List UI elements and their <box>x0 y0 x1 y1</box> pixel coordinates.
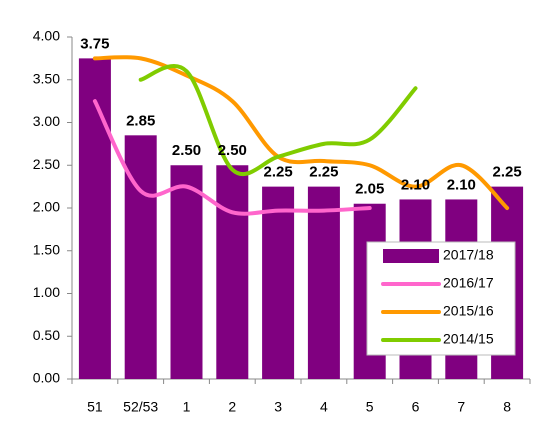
legend-label: 2016/17 <box>443 275 494 291</box>
value-label: 2.10 <box>401 176 430 193</box>
y-tick-label: 1.50 <box>33 241 60 257</box>
bar <box>262 186 295 379</box>
line <box>92 99 372 216</box>
line <box>138 64 418 177</box>
legend: 2017/18 2016/17 2015/16 2014/15 <box>366 241 516 356</box>
line <box>92 55 510 210</box>
value-label: 2.05 <box>355 181 384 198</box>
bar <box>216 165 249 379</box>
legend-label: 2014/15 <box>443 331 494 347</box>
y-tick-label: 3.00 <box>33 113 60 129</box>
legend-label: 2017/18 <box>443 247 494 263</box>
x-tick-label: 3 <box>274 399 282 415</box>
bar <box>307 186 340 379</box>
x-tick-label: 5 <box>366 399 374 415</box>
y-tick-label: 2.50 <box>33 156 60 172</box>
x-tick-label: 52/53 <box>123 399 158 415</box>
y-tick-label: 3.50 <box>33 70 60 86</box>
value-label: 2.25 <box>263 164 292 181</box>
x-tick-label: 7 <box>457 399 465 415</box>
x-tick-label: 8 <box>503 399 511 415</box>
y-tick-label: 1.00 <box>33 284 60 300</box>
y-tick-label: 0.00 <box>33 370 60 386</box>
value-label: 2.50 <box>172 142 201 159</box>
bar <box>78 58 111 379</box>
value-label: 2.85 <box>126 112 155 129</box>
legend-label: 2015/16 <box>443 303 494 319</box>
x-tick-label: 1 <box>183 399 191 415</box>
legend-swatch <box>383 249 439 263</box>
x-tick-label: 4 <box>320 399 328 415</box>
value-label: 3.75 <box>80 35 109 52</box>
y-tick-label: 0.50 <box>33 327 60 343</box>
x-tick-label: 6 <box>412 399 420 415</box>
x-tick-label: 2 <box>228 399 236 415</box>
value-label: 2.25 <box>309 164 338 181</box>
x-tick-label: 51 <box>87 399 103 415</box>
value-label: 2.25 <box>492 164 521 181</box>
bar <box>170 165 203 379</box>
value-label: 2.10 <box>447 176 476 193</box>
value-label: 2.50 <box>218 142 247 159</box>
y-tick-label: 2.00 <box>33 199 60 215</box>
y-tick-label: 4.00 <box>33 28 60 44</box>
